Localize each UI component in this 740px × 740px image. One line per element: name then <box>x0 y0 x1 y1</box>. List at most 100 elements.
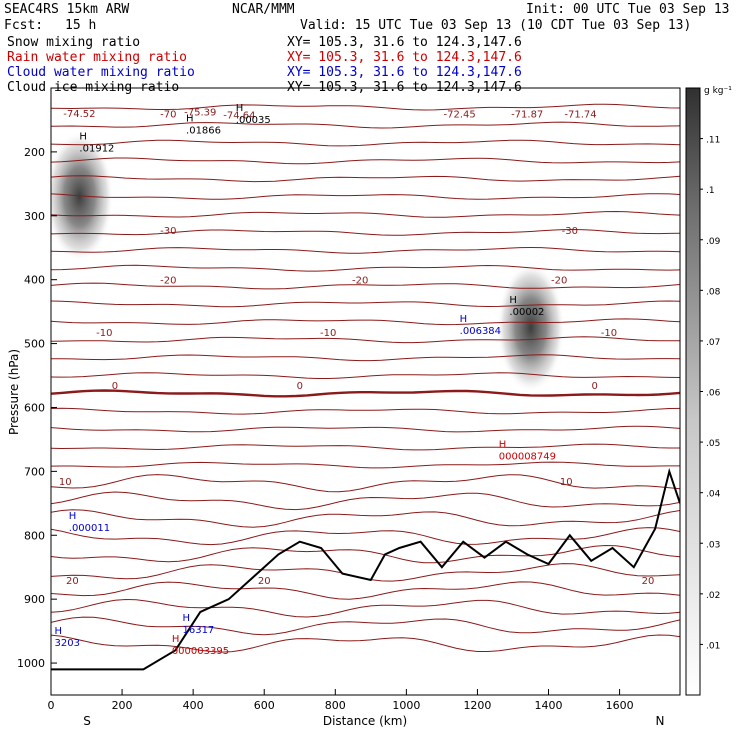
isotherm-line <box>51 474 680 493</box>
maximum-marker: H <box>236 103 244 114</box>
isotherm-label: -10 <box>96 328 112 339</box>
isotherm-line <box>51 318 680 326</box>
isotherm-line <box>51 103 680 111</box>
isotherm-line <box>51 139 680 147</box>
init-time: Init: 00 UTC Tue 03 Sep 13 <box>526 2 730 17</box>
field-label-snow: Snow mixing ratio <box>7 35 141 50</box>
isotherm-line <box>51 425 680 433</box>
forecast-hour: 15 h <box>65 18 97 33</box>
isotherm-label: -70 <box>160 110 176 121</box>
isotherm-label: 10 <box>560 477 573 488</box>
isotherm-label: 20 <box>642 576 655 587</box>
isotherm-line <box>51 300 680 308</box>
minimum-temperature-label: -71.87 <box>511 109 543 120</box>
isotherm-line <box>51 372 680 379</box>
isotherm-line <box>51 634 680 653</box>
colorbar-tick-label: .09 <box>706 237 721 247</box>
isotherm-label: 20 <box>258 576 271 587</box>
terrain-line <box>51 467 680 671</box>
maximum-marker: H <box>499 439 507 450</box>
colorbar-tick-label: .07 <box>706 338 720 348</box>
maximum-marker: H <box>182 613 190 624</box>
isotherm-line <box>51 193 680 200</box>
isotherm-line <box>51 544 680 564</box>
isotherm-line <box>51 264 680 272</box>
field-label-rain: Rain water mixing ratio <box>7 50 188 65</box>
y-tick-label: 700 <box>24 465 45 478</box>
isotherm-line <box>51 354 680 362</box>
maximum-value-label: 3203 <box>55 638 80 649</box>
minimum-temperature-label: -71.74 <box>564 109 596 120</box>
maximum-marker: H <box>509 295 517 306</box>
x-tick-label: 600 <box>254 699 275 712</box>
maximum-value-label: 000008749 <box>499 451 556 462</box>
isotherm-label: 0 <box>112 381 118 392</box>
colorbar-unit: g kg⁻¹ <box>704 86 732 96</box>
y-tick-label: 500 <box>24 338 45 351</box>
y-tick-label: 800 <box>24 529 45 542</box>
isotherm-line <box>51 246 680 254</box>
snow-blob <box>496 262 565 393</box>
maximum-marker: H <box>460 314 468 325</box>
isotherm-label: -20 <box>551 276 567 287</box>
forecast-label: Fcst: <box>4 18 44 33</box>
isotherm-line <box>51 581 680 600</box>
maximum-value-label: .006384 <box>460 326 501 337</box>
isotherm-label: -10 <box>320 328 336 339</box>
plot-frame <box>50 87 681 696</box>
isotherm-label: 20 <box>66 576 79 587</box>
colorbar-tick-label: .05 <box>706 439 720 449</box>
y-axis-label: Pressure (hPa) <box>7 349 21 435</box>
isotherm-line <box>51 407 680 415</box>
x-axis-label: Distance (km) <box>323 714 407 728</box>
isotherm-label: 0 <box>297 381 303 392</box>
colorbar-tick-label: .06 <box>706 389 721 399</box>
isotherm-line <box>51 389 680 398</box>
x-tick-label: 1400 <box>535 699 563 712</box>
model-name: SEAC4RS 15km ARW <box>4 2 130 17</box>
isotherm-line <box>51 527 680 546</box>
maximum-value-label: .00002 <box>509 307 544 318</box>
isotherm-line <box>51 598 680 618</box>
south-marker: S <box>83 714 91 728</box>
x-tick-label: 800 <box>325 699 346 712</box>
isotherm-line <box>51 336 680 344</box>
colorbar <box>685 87 701 696</box>
x-tick-label: 0 <box>48 699 55 712</box>
colorbar-tick-label: .11 <box>706 136 720 146</box>
isotherm-line <box>51 443 680 451</box>
x-tick-label: 1600 <box>606 699 634 712</box>
isotherm-line <box>51 228 680 236</box>
field-xy-rain: XY= 105.3, 31.6 to 124.3,147.6 <box>287 50 522 65</box>
isotherm-label: -20 <box>160 276 176 287</box>
maximum-value-label: 000003395 <box>172 646 229 657</box>
isotherm-label: -10 <box>601 328 617 339</box>
maximum-value-label: .01866 <box>186 125 221 136</box>
snow-blob <box>51 131 114 262</box>
isotherm-label: 0 <box>592 381 598 392</box>
field-label-cloud-water: Cloud water mixing ratio <box>7 65 195 80</box>
colorbar-tick-label: .04 <box>706 490 721 500</box>
isotherm-line <box>51 616 680 636</box>
x-tick-label: 1000 <box>392 699 420 712</box>
valid-time: Valid: 15 UTC Tue 03 Sep 13 (10 CDT Tue … <box>300 18 692 33</box>
y-tick-label: 900 <box>24 593 45 606</box>
maximum-marker: H <box>186 113 194 124</box>
field-xy-snow: XY= 105.3, 31.6 to 124.3,147.6 <box>287 35 522 50</box>
y-tick-label: 400 <box>24 274 45 287</box>
colorbar-tick-label: .02 <box>706 591 720 601</box>
maximum-value-label: 16317 <box>182 625 214 636</box>
maximum-value-label: .00035 <box>236 115 271 126</box>
isotherm-line <box>51 461 680 469</box>
minimum-temperature-label: -74.52 <box>63 109 95 120</box>
north-marker: N <box>656 714 665 728</box>
maximum-value-label: .01912 <box>79 143 114 154</box>
colorbar-tick-label: .03 <box>706 540 720 550</box>
isotherm-label: 10 <box>59 477 72 488</box>
maximum-marker: H <box>172 634 180 645</box>
field-xy-cloud-water: XY= 105.3, 31.6 to 124.3,147.6 <box>287 65 522 80</box>
minimum-temperature-label: -72.45 <box>444 109 476 120</box>
isotherm-line <box>51 210 680 218</box>
